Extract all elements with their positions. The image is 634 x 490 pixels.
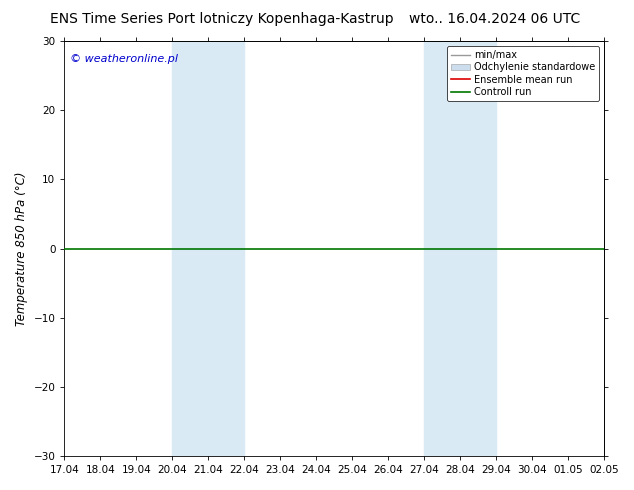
Bar bbox=[172, 41, 244, 456]
Text: ENS Time Series Port lotniczy Kopenhaga-Kastrup: ENS Time Series Port lotniczy Kopenhaga-… bbox=[50, 12, 394, 26]
Legend: min/max, Odchylenie standardowe, Ensemble mean run, Controll run: min/max, Odchylenie standardowe, Ensembl… bbox=[447, 46, 599, 101]
Bar bbox=[424, 41, 496, 456]
Text: © weatheronline.pl: © weatheronline.pl bbox=[70, 54, 178, 64]
Y-axis label: Temperature 850 hPa (°C): Temperature 850 hPa (°C) bbox=[15, 172, 28, 326]
Text: wto.. 16.04.2024 06 UTC: wto.. 16.04.2024 06 UTC bbox=[409, 12, 580, 26]
